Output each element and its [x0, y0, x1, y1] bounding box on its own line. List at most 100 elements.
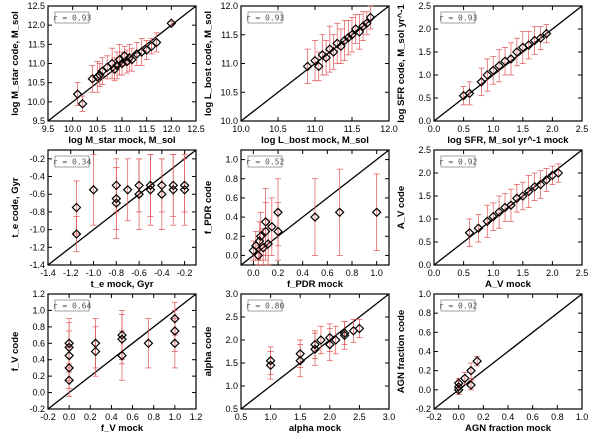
data-point: [453, 378, 464, 388]
x-tick-label: 1.2: [190, 412, 203, 422]
data-point: [482, 70, 493, 80]
r-value: r = 0.52: [246, 158, 285, 167]
data-point: [482, 216, 493, 227]
y-tick-label: 1.5: [225, 358, 238, 368]
data-point: [179, 184, 190, 195]
chart-panel: 9.5 10.0 10.5 11.0 11.5 12.0 12.5 9.5 10.0 10.5 11…: [10, 1, 205, 146]
y-tick-label: 10.5: [220, 87, 238, 97]
data-point: [494, 60, 504, 71]
data-point: [168, 180, 179, 191]
data-point: [260, 226, 271, 237]
x-tick-label: 10.0: [232, 124, 250, 134]
data-point: [77, 98, 88, 109]
y-tick-label: -0.6: [29, 189, 45, 199]
data-point: [87, 73, 98, 84]
r-value-box: [54, 11, 90, 24]
data-point: [122, 56, 132, 67]
x-tick-label: 1.5: [294, 412, 307, 422]
x-axis-label: A_V mock: [485, 279, 532, 290]
x-tick-label: 0.0: [63, 412, 76, 422]
data-point: [523, 186, 534, 197]
data-point: [170, 338, 180, 349]
y-tick-label: 0.5: [418, 93, 431, 103]
data-point: [88, 184, 99, 195]
data-point: [330, 335, 341, 345]
chart-panel: 0.0 0.5 1.0 1.5 2.0 2.5 0.0 0.5 1.0 1.5 2.0 2.5 r = …: [396, 145, 588, 290]
x-tick-label: -0.8: [109, 268, 125, 278]
y-tick-label: -0.8: [29, 207, 45, 217]
x-tick-label: 1.5: [517, 268, 530, 278]
r-value-box: [440, 11, 476, 24]
data-point: [321, 52, 331, 63]
y-tick-label: 0.0: [32, 388, 45, 398]
r-value: r = 0.92: [439, 158, 478, 167]
plot-frame: [47, 293, 197, 410]
plot-frame: [240, 293, 390, 410]
data-point: [131, 49, 142, 59]
data-point: [117, 330, 127, 340]
x-tick-label: 0.8: [551, 412, 564, 422]
data-point: [64, 363, 74, 373]
data-point: [109, 64, 120, 75]
chart-panel: 0.0 0.5 1.0 1.5 2.0 2.5 0.0 0.5 1.0 1.5 2.0 2.5 r = …: [396, 1, 588, 146]
x-tick-label: 0.5: [457, 124, 470, 134]
y-axis-label: alpha code: [203, 327, 214, 377]
y-axis-label: t_e code, Gyr: [10, 177, 21, 237]
y-axis-label: f_V code: [10, 332, 21, 372]
data-point: [339, 35, 350, 46]
y-tick-label: 0.5: [418, 237, 431, 247]
chart-panel: 0.0 0.2 0.4 0.6 0.8 1.0 0.0 0.2 0.4 0.6 0.8 1.0 r = …: [203, 149, 390, 290]
r-value-box: [54, 155, 90, 168]
y-tick-label: 11.0: [28, 59, 45, 69]
x-tick-label: 9.5: [42, 124, 55, 134]
x-tick-label: 0.0: [452, 412, 465, 422]
x-tick-label: 1.0: [576, 412, 589, 422]
data-point: [295, 348, 306, 359]
x-axis-label: log SFR, M_sol yr^-1 mock: [447, 135, 569, 146]
data-point: [512, 47, 522, 57]
y-tick-label: 0.6: [418, 327, 431, 337]
r-value: r = 0.64: [53, 302, 92, 311]
y-tick-label: -0.2: [415, 404, 431, 414]
data-point: [179, 180, 190, 191]
r-value-box: [440, 155, 476, 168]
y-tick-label: 11.0: [221, 59, 238, 69]
x-tick-label: 0.5: [457, 268, 470, 278]
y-tick-label: 0.8: [32, 322, 45, 332]
data-point: [347, 29, 357, 40]
x-tick-label: 0.2: [272, 268, 285, 278]
chart-panel: -1.4 -1.2 -1.0 -0.8 -0.6 -0.4 -0.2 -1.4 -1.2 -1.0…: [10, 149, 197, 290]
x-tick-label: -1.0: [86, 268, 102, 278]
data-point: [71, 202, 82, 213]
x-tick-label: 2.0: [324, 412, 337, 422]
y-tick-label: 2.0: [418, 168, 431, 178]
x-tick-label: 0.4: [296, 268, 309, 278]
data-point: [263, 239, 273, 249]
x-tick-label: 10.5: [269, 124, 287, 134]
data-point: [64, 342, 74, 353]
y-tick-label: 0.8: [225, 174, 238, 184]
x-tick-label: 12.5: [187, 124, 205, 134]
one-to-one-line: [47, 149, 197, 266]
data-point: [310, 344, 320, 355]
y-tick-label: 2.5: [225, 312, 238, 322]
data-point: [265, 355, 276, 366]
y-tick-label: 11.5: [28, 39, 45, 49]
x-tick-label: 0.0: [428, 268, 441, 278]
data-point: [553, 168, 564, 178]
y-tick-label: 0.2: [32, 371, 45, 381]
data-point: [535, 179, 546, 190]
data-point: [168, 184, 179, 195]
data-point: [466, 380, 476, 390]
data-point: [473, 223, 484, 234]
x-axis-label: f_V mock: [101, 423, 144, 434]
data-point: [310, 212, 320, 222]
x-tick-label: 1.0: [169, 412, 182, 422]
x-tick-label: 0.6: [526, 412, 539, 422]
plot-frame: [47, 149, 197, 266]
x-tick-label: 0.0: [428, 124, 441, 134]
y-tick-label: 12.5: [27, 1, 45, 11]
data-point: [111, 198, 122, 208]
data-point: [64, 350, 74, 361]
r-value-box: [247, 155, 283, 168]
